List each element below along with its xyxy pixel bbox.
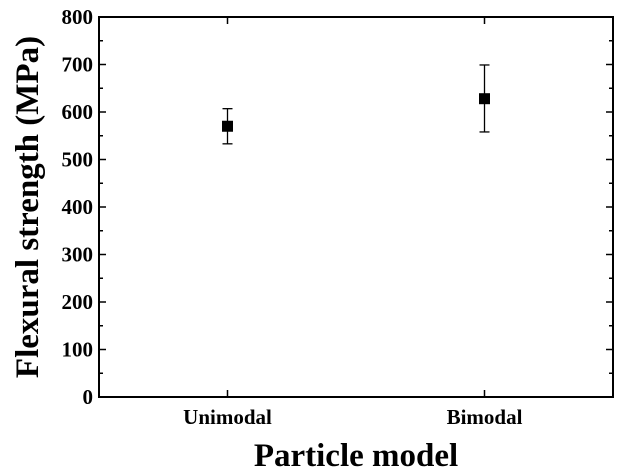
x-tick-label: Unimodal	[183, 405, 272, 429]
data-point	[222, 120, 233, 132]
y-tick-label: 800	[62, 5, 94, 29]
data-point	[479, 93, 490, 105]
y-tick-label: 400	[62, 195, 94, 219]
y-axis-title: Flexural strength (MPa)	[10, 36, 46, 378]
plot-area: 0 100 200 300 400 500 600 700 800 Unimodal Bimodal	[62, 5, 614, 429]
x-axis-title: Particle model	[254, 438, 458, 474]
y-tick-label: 100	[62, 338, 94, 362]
plot-frame	[98, 16, 614, 398]
y-tick-label: 300	[62, 243, 94, 267]
x-tick-label: Bimodal	[447, 405, 523, 429]
y-tick-label: 600	[62, 100, 94, 124]
y-tick-label: 0	[83, 385, 94, 409]
y-tick-label: 200	[62, 290, 94, 314]
y-tick-label: 500	[62, 148, 94, 172]
y-tick-label: 700	[62, 53, 94, 77]
